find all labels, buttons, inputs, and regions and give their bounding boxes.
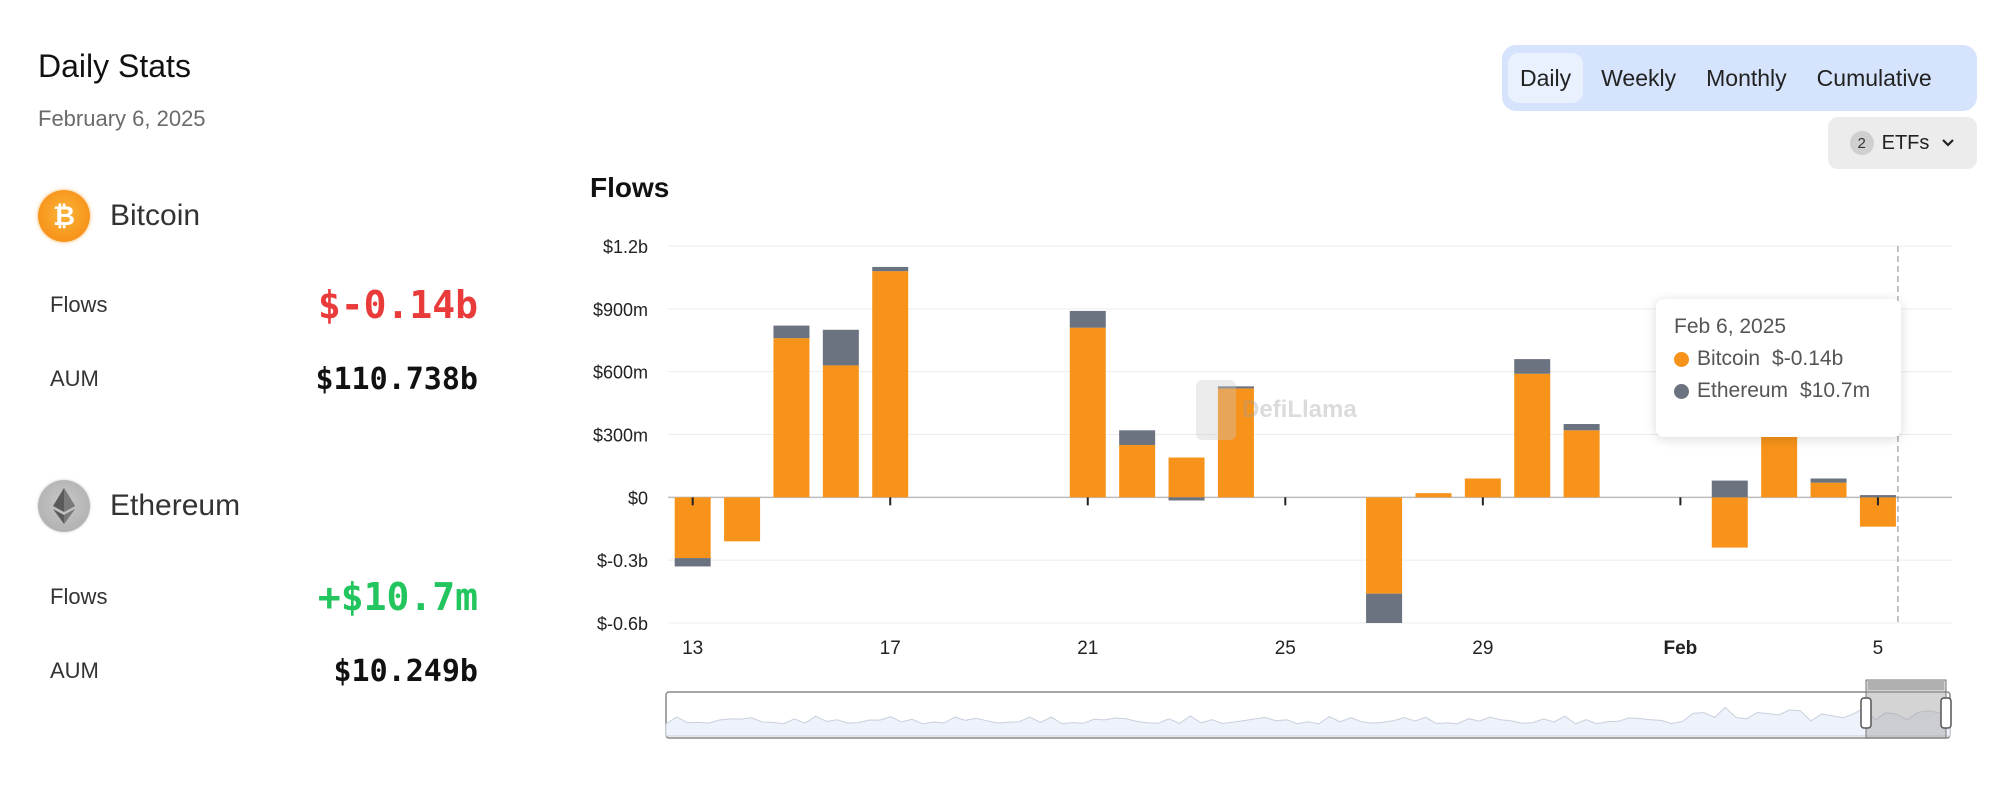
tooltip-date: Feb 6, 2025 [1674, 315, 1787, 338]
etf-count-badge: 2 [1849, 131, 1874, 155]
bitcoin-bar [1563, 430, 1600, 498]
chart-tooltip: Feb 6, 2025 Bitcoin $-0.14b Ethereum $10… [1656, 299, 1901, 437]
bitcoin-bar [1366, 497, 1403, 594]
chevron-down-icon [1941, 135, 1955, 151]
asset-name-ethereum: Ethereum [110, 489, 241, 522]
y-tick-label: $-0.3b [597, 551, 648, 571]
range-slider-sparkline [665, 706, 1951, 737]
bitcoin-bar [1415, 493, 1452, 498]
range-slider-drag-bar [1868, 680, 1944, 690]
x-tick-label: 17 [880, 638, 901, 659]
bitcoin-bar [1217, 388, 1254, 498]
ethereum-bar [773, 325, 810, 339]
etf-filter-button[interactable]: 2 ETFs [1828, 117, 1977, 169]
period-tabs: Daily Weekly Monthly Cumulative [1502, 45, 1977, 111]
tooltip-series-value: $10.7m [1800, 379, 1871, 402]
x-tick-label: 25 [1275, 638, 1296, 659]
tab-cumulative[interactable]: Cumulative [1816, 64, 1932, 91]
ethereum-bar [872, 266, 909, 272]
tooltip-series-name: Bitcoin [1697, 347, 1761, 370]
bitcoin-bar [1514, 373, 1551, 498]
ethereum-flows-value: +$10.7m [317, 575, 478, 619]
ethereum-bar [1119, 430, 1156, 445]
y-tick-label: $0 [628, 488, 648, 508]
ethereum-flows-row: Flows +$10.7m [50, 572, 478, 622]
ethereum-bar [1366, 593, 1403, 623]
watermark: DefiLlama [1196, 380, 1357, 440]
ethereum-bar [1514, 359, 1551, 374]
bitcoin-bar [1711, 497, 1748, 548]
asset-header-ethereum: Ethereum [38, 478, 240, 534]
ethereum-bar [1859, 495, 1896, 498]
asset-header-bitcoin: ₿ Bitcoin [38, 188, 200, 244]
tooltip-series-name: Ethereum [1697, 379, 1789, 402]
bitcoin-icon: ₿ [38, 190, 90, 242]
bitcoin-bar [1810, 482, 1847, 498]
chart-title: Flows [590, 172, 670, 203]
defillama-logo-icon [1196, 380, 1236, 440]
ethereum-bar [1069, 310, 1106, 328]
bitcoin-bar [724, 497, 761, 542]
x-tick-label: 29 [1472, 638, 1493, 659]
stats-date: February 6, 2025 [38, 106, 206, 131]
etf-filter-label: ETFs [1881, 131, 1930, 154]
y-tick-label: $300m [593, 426, 648, 446]
y-tick-label: $1.2b [603, 237, 648, 257]
y-tick-label: $-0.6b [597, 614, 648, 634]
range-slider-right-handle [1940, 697, 1952, 729]
tooltip-row-bitcoin: Bitcoin $-0.14b [1674, 347, 1883, 371]
tooltip-row-ethereum: Ethereum $10.7m [1674, 379, 1883, 403]
tab-daily[interactable]: Daily [1508, 53, 1584, 103]
page-title: Daily Stats [38, 48, 191, 84]
x-tick-label: Feb [1663, 638, 1697, 659]
ethereum-legend-dot [1674, 383, 1689, 399]
ethereum-aum-value: $10.249b [333, 653, 479, 689]
bitcoin-bar [1761, 434, 1798, 498]
x-tick-label: 13 [682, 638, 703, 659]
bitcoin-aum-value: $110.738b [315, 361, 478, 397]
bitcoin-bar [872, 271, 909, 498]
x-tick-label: 5 [1873, 638, 1884, 659]
ethereum-bar [1810, 478, 1847, 483]
bitcoin-flows-row: Flows $-0.14b [50, 280, 478, 330]
stat-label: AUM [50, 366, 99, 391]
svg-text:₿: ₿ [53, 201, 75, 232]
tab-monthly[interactable]: Monthly [1706, 64, 1787, 91]
ethereum-aum-row: AUM $10.249b [50, 646, 478, 696]
ethereum-icon [38, 480, 90, 532]
bitcoin-legend-dot [1674, 351, 1689, 367]
watermark-text: DefiLlama [1242, 396, 1357, 423]
y-tick-label: $600m [593, 363, 648, 383]
range-slider-left-handle [1860, 697, 1872, 729]
bitcoin-bar [1464, 478, 1501, 498]
ethereum-bar [822, 329, 859, 366]
bitcoin-bar [822, 365, 859, 498]
y-tick-label: $900m [593, 300, 648, 320]
bitcoin-bar [773, 338, 810, 498]
bitcoin-flows-value: $-0.14b [317, 283, 478, 327]
bitcoin-bar [1069, 327, 1106, 498]
bitcoin-aum-row: AUM $110.738b [50, 354, 478, 404]
ethereum-bar [1563, 424, 1600, 431]
stat-label: Flows [50, 292, 108, 317]
ethereum-bar [1217, 386, 1254, 389]
asset-name-bitcoin: Bitcoin [110, 199, 201, 232]
tab-weekly[interactable]: Weekly [1601, 64, 1677, 91]
bitcoin-bar [674, 497, 711, 559]
tooltip-series-value: $-0.14b [1772, 347, 1844, 370]
stat-label: AUM [50, 658, 99, 683]
ethereum-bar [674, 558, 711, 567]
ethereum-bar [1711, 480, 1748, 498]
ethereum-bar [1168, 497, 1205, 501]
bitcoin-bar [1119, 444, 1156, 498]
x-tick-label: 21 [1077, 638, 1098, 659]
stat-label: Flows [50, 584, 108, 609]
bitcoin-bar [1168, 457, 1205, 498]
